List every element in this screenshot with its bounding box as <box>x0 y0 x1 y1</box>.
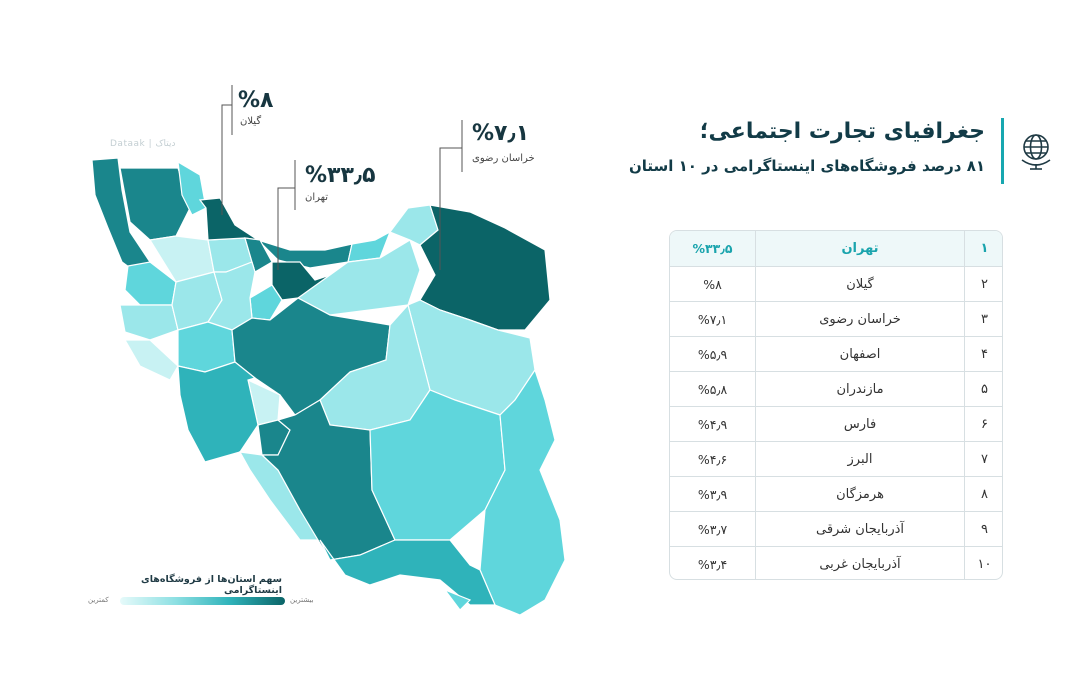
rank-cell: ۹ <box>964 512 1002 546</box>
share-cell: %۳۳٫۵ <box>692 241 733 256</box>
share-cell: %۸ <box>703 276 722 292</box>
rank-cell: ۱۰ <box>964 547 1002 579</box>
province-cell: هرمزگان <box>755 477 964 511</box>
province-cell: آذربایجان غربی <box>755 547 964 579</box>
legend-title: سهم استان‌ها از فروشگاه‌های اینستاگرامی <box>141 574 282 596</box>
province-alborz <box>244 237 273 273</box>
province-cell: تهران <box>755 231 964 266</box>
share-cell: %۳٫۷ <box>697 521 728 537</box>
table-row: ۶ فارس %۴٫۹ <box>670 406 1002 441</box>
rank-cell: ۲ <box>964 267 1002 301</box>
rank-cell: ۱ <box>964 231 1002 266</box>
ranking-table: ۱ تهران %۳۳٫۵ ۲ گیلان %۸ ۳ خراسان رضوی %۷٫۱ ۴ اصفه… <box>669 230 1003 580</box>
callout-line-khorasan <box>439 120 463 270</box>
province-kermanshah <box>119 304 179 341</box>
province-golestan <box>347 230 392 263</box>
callout-khorasan-value: %۷٫۱ <box>472 121 530 146</box>
watermark: Dataak | دیتاک <box>110 139 176 149</box>
rank-cell: ۵ <box>964 372 1002 406</box>
title-accent-rule <box>1001 118 1004 184</box>
table-row: ۳ خراسان رضوی %۷٫۱ <box>670 301 1002 336</box>
rank-cell: ۷ <box>964 442 1002 476</box>
callout-tehran-value: %۳۳٫۵ <box>305 163 376 188</box>
iran-choropleth-map <box>91 85 566 616</box>
callout-tehran-label: تهران <box>305 192 329 203</box>
province-ardabil <box>177 160 207 216</box>
province-hormozgan <box>319 539 496 606</box>
province-cell: البرز <box>755 442 964 476</box>
table-row: ۹ آذربایجان شرقی %۳٫۷ <box>670 511 1002 546</box>
rank-cell: ۸ <box>964 477 1002 511</box>
page-title: جغرافیای تجارت اجتماعی؛ <box>699 119 985 144</box>
title-block: جغرافیای تجارت اجتماعی؛ ۸۱ درصد فروشگاه‌… <box>629 117 985 175</box>
callout-line-gilan <box>221 85 233 215</box>
globe-icon <box>1016 130 1056 170</box>
province-khuzestan <box>177 361 259 463</box>
page-subtitle: ۸۱ درصد فروشگاه‌های اینستاگرامی در ۱۰ اس… <box>628 157 985 175</box>
callout-gilan-value: %۸ <box>238 88 274 113</box>
share-cell: %۴٫۹ <box>697 416 728 432</box>
province-cell: مازندران <box>755 372 964 406</box>
province-ilam <box>123 339 179 381</box>
table-row: ۱ تهران %۳۳٫۵ <box>670 231 1002 266</box>
table-row: ۵ مازندران %۵٫۸ <box>670 371 1002 406</box>
share-cell: %۳٫۹ <box>697 486 728 502</box>
share-cell: %۵٫۹ <box>697 346 728 362</box>
share-cell: %۵٫۸ <box>697 381 728 397</box>
province-cell: اصفهان <box>755 337 964 371</box>
share-cell: %۳٫۴ <box>697 556 728 572</box>
rank-cell: ۳ <box>964 302 1002 336</box>
share-cell: %۴٫۶ <box>697 451 728 467</box>
legend-gradient-bar <box>120 597 285 605</box>
legend-max-label: بیشترین <box>290 596 314 604</box>
callout-khorasan-label: خراسان رضوی <box>472 153 535 164</box>
share-cell: %۷٫۱ <box>697 311 728 327</box>
callout-line-tehran <box>277 160 296 270</box>
legend-min-label: کمترین <box>88 596 109 604</box>
rank-cell: ۶ <box>964 407 1002 441</box>
table-row: ۸ هرمزگان %۳٫۹ <box>670 476 1002 511</box>
table-row: ۲ گیلان %۸ <box>670 266 1002 301</box>
province-persian-gulf-islands <box>443 588 472 611</box>
province-cell: گیلان <box>755 267 964 301</box>
table-row: ۴ اصفهان %۵٫۹ <box>670 336 1002 371</box>
province-cell: خراسان رضوی <box>755 302 964 336</box>
province-markazi <box>207 261 256 331</box>
province-cell: فارس <box>755 407 964 441</box>
province-cell: آذربایجان شرقی <box>755 512 964 546</box>
table-row: ۱۰ آذربایجان غربی %۳٫۴ <box>670 546 1002 579</box>
rank-cell: ۴ <box>964 337 1002 371</box>
callout-gilan-label: گیلان <box>240 116 262 127</box>
province-sistan <box>479 368 566 616</box>
table-row: ۷ البرز %۴٫۶ <box>670 441 1002 476</box>
iran-map-area: Dataak | دیتاک %۸ گیلان %۳۳٫۵ تهران %۷٫۱… <box>88 85 566 616</box>
province-gilan <box>198 197 259 241</box>
